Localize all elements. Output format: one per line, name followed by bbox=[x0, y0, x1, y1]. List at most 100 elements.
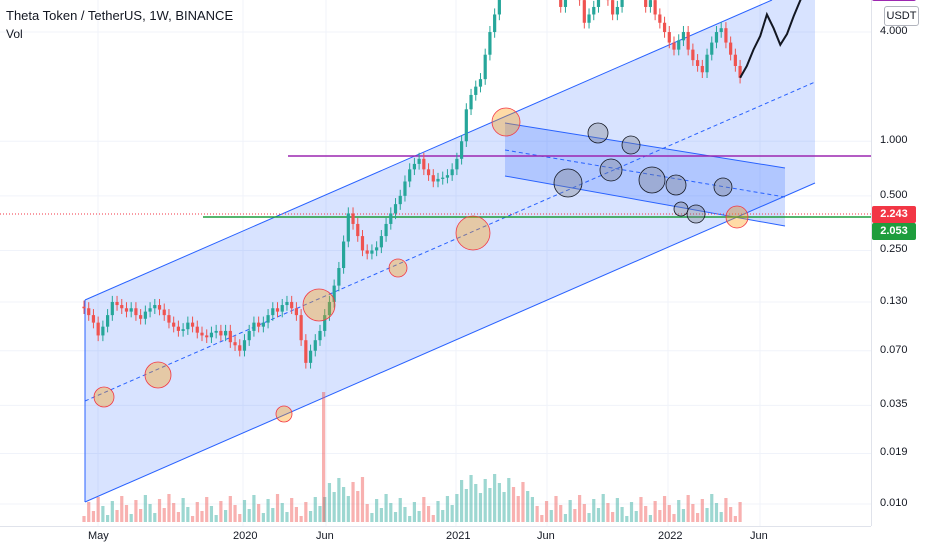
volume-bar bbox=[540, 515, 543, 522]
candle-body bbox=[167, 315, 170, 323]
volume-bar bbox=[422, 497, 425, 522]
price-tag: 2.053 bbox=[872, 223, 916, 240]
candle-body bbox=[92, 315, 95, 323]
volume-bar bbox=[701, 499, 704, 522]
volume-bar bbox=[564, 514, 567, 522]
candle-body bbox=[314, 340, 317, 351]
candle-body bbox=[724, 28, 727, 42]
volume-bar bbox=[106, 515, 109, 522]
volume-bar bbox=[616, 498, 619, 522]
candle-body bbox=[125, 308, 128, 311]
volume-bar bbox=[738, 502, 741, 522]
candle-body bbox=[465, 109, 468, 141]
volume-bar bbox=[432, 515, 435, 522]
candle-body bbox=[696, 60, 699, 66]
price-tag: 6.639 bbox=[872, 0, 916, 1]
volume-bar bbox=[479, 493, 482, 522]
volume-bar bbox=[182, 498, 185, 522]
candle-body bbox=[710, 43, 713, 55]
volume-bar bbox=[587, 513, 590, 522]
volume-bar bbox=[134, 500, 137, 522]
time-tick: 2022 bbox=[658, 530, 682, 542]
candle-body bbox=[564, 0, 567, 7]
volume-bar bbox=[512, 487, 515, 522]
volume-bar bbox=[384, 494, 387, 522]
volume-bar bbox=[252, 495, 255, 522]
candle-body bbox=[186, 323, 189, 330]
volume-bar bbox=[295, 507, 298, 522]
volume-bar bbox=[375, 499, 378, 522]
candle-body bbox=[384, 224, 387, 236]
candle-body bbox=[389, 213, 392, 224]
volume-bar bbox=[328, 483, 331, 522]
candle-body bbox=[644, 0, 647, 7]
volume-bar bbox=[399, 498, 402, 522]
volume-bar bbox=[101, 506, 104, 522]
highlight-circle bbox=[492, 108, 520, 136]
candle-body bbox=[484, 55, 487, 79]
volume-bar bbox=[148, 504, 151, 522]
volume-bar bbox=[300, 516, 303, 522]
highlight-circle bbox=[622, 136, 640, 154]
volume-bar bbox=[224, 510, 227, 522]
candle-body bbox=[318, 331, 321, 340]
candle-body bbox=[120, 305, 123, 308]
candle-body bbox=[418, 159, 421, 164]
price-tick: 0.500 bbox=[880, 189, 908, 201]
volume-bar bbox=[427, 506, 430, 522]
candle-body bbox=[701, 66, 704, 72]
volume-bar bbox=[663, 496, 666, 522]
candle-body bbox=[498, 0, 501, 14]
candle-body bbox=[668, 32, 671, 43]
volume-bar bbox=[687, 495, 690, 522]
candle-body bbox=[587, 14, 590, 22]
volume-bar bbox=[257, 504, 260, 522]
highlight-circle bbox=[588, 123, 608, 143]
highlight-circle bbox=[666, 175, 686, 195]
volume-bar bbox=[271, 508, 274, 522]
candle-body bbox=[597, 0, 600, 7]
volume-bar bbox=[389, 503, 392, 522]
time-axis[interactable] bbox=[0, 526, 871, 551]
volume-bar bbox=[668, 505, 671, 522]
volume-bar bbox=[238, 514, 241, 522]
volume-bar bbox=[172, 503, 175, 522]
candle-body bbox=[238, 345, 241, 350]
candle-body bbox=[158, 305, 161, 310]
volume-label: Vol bbox=[6, 27, 23, 41]
volume-bar bbox=[219, 501, 222, 522]
volume-bar bbox=[130, 514, 133, 522]
candle-body bbox=[469, 95, 472, 109]
volume-bar bbox=[536, 506, 539, 522]
candle-body bbox=[691, 50, 694, 61]
candle-body bbox=[266, 315, 269, 323]
candle-body bbox=[219, 331, 222, 336]
candle-body bbox=[427, 169, 430, 175]
candle-body bbox=[148, 308, 151, 311]
currency-button[interactable]: USDT bbox=[884, 6, 919, 26]
volume-bar bbox=[304, 502, 307, 522]
volume-bar bbox=[602, 494, 605, 522]
candle-body bbox=[262, 323, 265, 327]
candle-body bbox=[144, 312, 147, 319]
candle-body bbox=[101, 327, 104, 336]
volume-bar bbox=[318, 506, 321, 522]
volume-bar bbox=[418, 511, 421, 522]
candle-body bbox=[432, 175, 435, 181]
candle-body bbox=[370, 250, 373, 253]
volume-bar bbox=[682, 509, 685, 522]
candle-body bbox=[592, 7, 595, 15]
candle-body bbox=[290, 302, 293, 308]
candle-body bbox=[177, 327, 180, 331]
candle-body bbox=[276, 308, 279, 311]
candle-body bbox=[337, 268, 340, 286]
volume-bar bbox=[531, 497, 534, 522]
volume-bar bbox=[87, 502, 90, 522]
candle-body bbox=[285, 302, 288, 305]
time-tick: Jun bbox=[537, 530, 555, 542]
volume-bar bbox=[469, 475, 472, 522]
candle-body bbox=[115, 302, 118, 305]
volume-bar bbox=[337, 478, 340, 522]
candle-body bbox=[413, 164, 416, 169]
